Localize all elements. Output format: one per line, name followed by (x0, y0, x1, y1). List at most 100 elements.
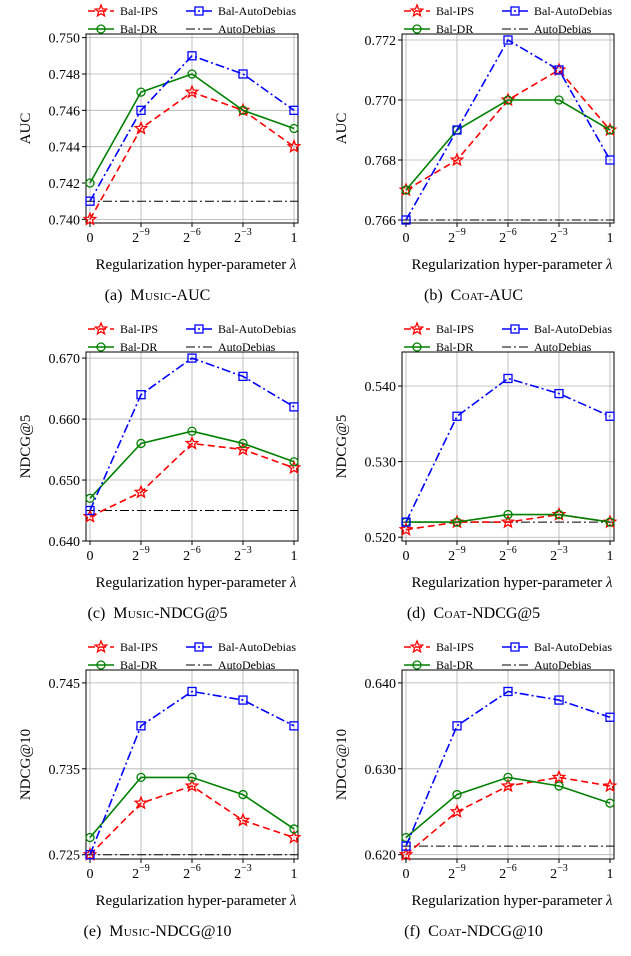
data-point (238, 371, 248, 382)
y-tick-label: 0.750 (49, 32, 81, 47)
legend-label: Bal-DR (436, 22, 473, 36)
series-bal-dr (85, 772, 299, 843)
legend-label: Bal-IPS (120, 4, 158, 18)
data-point (136, 105, 146, 115)
caption-metric: -AUC (171, 287, 211, 304)
data-point (238, 789, 248, 800)
caption-dataset: Coat (433, 605, 467, 622)
x-axis-label: Regularization hyper-parameter λ (411, 257, 613, 273)
y-axis-label: NDCG@5 (334, 415, 350, 479)
y-tick-label: 0.748 (49, 68, 81, 83)
data-point (85, 178, 95, 188)
series-bal-autodebias (85, 686, 299, 860)
data-point (503, 686, 513, 697)
x-axis-label: Regularization hyper-parameter λ (95, 893, 297, 909)
legend-item-bal-ips: Bal-IPS (88, 639, 158, 654)
data-point (238, 69, 248, 79)
chart-panel: 0.640 0.650 0.660 0.670 0 2−9 2−6 2−3 1 Regulariz… (0, 318, 315, 636)
legend-label: Bal-DR (120, 22, 157, 36)
data-point (503, 772, 513, 783)
data-point (449, 803, 465, 819)
data-point (449, 514, 465, 529)
caption-letter: (c) (87, 605, 114, 622)
legend-label: Bal-AutoDebias (218, 4, 296, 18)
series-line (89, 776, 295, 839)
data-point (85, 505, 95, 516)
y-tick-label: 0.530 (365, 456, 397, 471)
legend-item-autodebias: AutoDebias (502, 658, 592, 672)
legend-label: AutoDebias (534, 658, 592, 672)
data-point (187, 686, 197, 697)
y-tick-label: 0.650 (49, 474, 81, 489)
legend: Bal-IPS Bal-DR Bal-AutoDebias AutoDebias (404, 3, 612, 36)
data-point (554, 781, 564, 791)
data-point (187, 353, 197, 363)
data-point (235, 441, 251, 456)
data-point (554, 65, 564, 75)
data-point (187, 772, 197, 783)
data-point (289, 721, 299, 731)
figure-caption: (c) Music-NDCG@5 (0, 605, 315, 623)
legend-item-bal-autodebias: Bal-AutoDebias (502, 640, 612, 654)
x-tick-label: 1 (607, 549, 614, 564)
legend: Bal-IPS Bal-DR Bal-AutoDebias AutoDebias (88, 639, 296, 672)
data-point (187, 69, 197, 79)
data-point (398, 182, 414, 197)
data-point (605, 712, 615, 722)
series-line (405, 776, 611, 839)
y-axis-label: NDCG@5 (18, 415, 34, 479)
line-chart: 0.520 0.530 0.540 0 2−9 2−6 2−3 1 Regularization… (334, 321, 618, 591)
legend-item-bal-autodebias: Bal-AutoDebias (186, 4, 296, 18)
grid-lines (402, 352, 614, 541)
caption-dataset: Coat (450, 287, 484, 304)
x-tick-label: 2−6 (183, 227, 201, 246)
caption-dataset: Music (113, 605, 155, 622)
legend-marker (412, 24, 422, 34)
figure-caption: (f) Coat-NDCG@10 (316, 923, 631, 941)
caption-letter: (e) (83, 923, 110, 940)
x-tick-label: 1 (607, 231, 614, 246)
legend-label: Bal-IPS (120, 322, 158, 336)
legend-item-bal-dr: Bal-DR (88, 340, 157, 354)
legend-marker (93, 3, 109, 18)
y-axis-label: AUC (18, 113, 34, 145)
legend-marker (510, 642, 520, 652)
data-point (551, 769, 567, 784)
x-tick-label: 2−9 (448, 227, 466, 246)
x-tick-label: 2−3 (234, 545, 252, 564)
x-tick-label: 2−3 (550, 863, 568, 882)
legend-item-bal-ips: Bal-IPS (404, 639, 474, 654)
series-line (89, 442, 295, 518)
x-tick-label: 0 (87, 549, 94, 564)
series-line (405, 38, 611, 221)
data-point (85, 493, 95, 503)
legend: Bal-IPS Bal-DR Bal-AutoDebias AutoDebias (404, 321, 612, 354)
data-point (187, 51, 197, 61)
data-point (398, 846, 414, 862)
figure-caption: (d) Coat-NDCG@5 (316, 605, 631, 623)
legend-marker (93, 321, 109, 336)
data-point (289, 402, 299, 412)
x-tick-label: 2−6 (183, 545, 201, 564)
data-point (133, 795, 149, 810)
y-tick-label: 0.766 (365, 214, 397, 229)
y-tick-label: 0.772 (365, 34, 397, 49)
x-axis-label: Regularization hyper-parameter λ (95, 575, 297, 591)
line-chart: 0.620 0.630 0.640 0 2−9 2−6 2−3 1 Regularization… (334, 639, 618, 909)
data-point (136, 772, 146, 783)
series-bal-ips (82, 84, 302, 226)
x-tick-label: 0 (87, 231, 94, 246)
x-tick-label: 2−3 (550, 545, 568, 564)
series-bal-dr (401, 95, 615, 195)
grid-lines (86, 670, 298, 859)
y-axis-label: AUC (334, 113, 350, 145)
line-chart: 0.725 0.735 0.745 0 2−9 2−6 2−3 1 Regularization… (18, 639, 302, 909)
data-point (602, 778, 618, 793)
legend-item-bal-dr: Bal-DR (88, 658, 157, 672)
series-bal-ips (398, 769, 618, 862)
legend-label: Bal-IPS (436, 4, 474, 18)
x-tick-label: 0 (403, 549, 410, 564)
caption-metric: -NDCG@5 (466, 605, 541, 622)
caption-metric: -NDCG@5 (154, 605, 228, 622)
legend-item-autodebias: AutoDebias (186, 658, 276, 672)
